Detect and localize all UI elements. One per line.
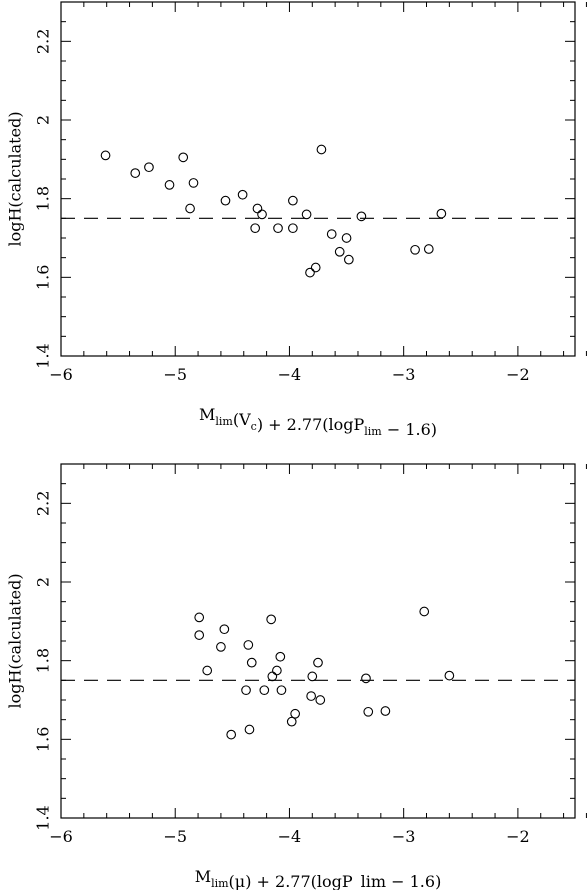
x-axis-label: Mlim(Vc) + 2.77(logPlim − 1.6) [199, 405, 437, 439]
data-point [423, 244, 434, 254]
data-point [444, 670, 455, 681]
data-point [305, 267, 315, 278]
x-axis-label: Mlim(μ) + 2.77(logP_lim − 1.6) [195, 867, 442, 890]
y-tick-label: 2.2 [34, 491, 53, 516]
plot-frame [60, 1, 576, 357]
data-point [272, 665, 282, 676]
data-point [436, 208, 447, 219]
x-tick-label: −2 [506, 827, 530, 846]
data-point [244, 724, 255, 735]
data-point [100, 150, 111, 161]
data-point [164, 180, 175, 190]
data-point [220, 195, 231, 206]
plot-frame [60, 463, 576, 819]
data-point [188, 178, 199, 188]
y-tick-label: 1.8 [34, 648, 53, 673]
x-tick-label: −4 [278, 365, 302, 384]
data-point [219, 624, 230, 635]
data-point [252, 203, 263, 214]
data-point [275, 651, 286, 662]
data-point [326, 229, 337, 239]
bottom-scatter-panel: −6 −5 −4 −3 −2 1.4 1.6 1.8 2 2.2 logH(calculated) M… [6, 463, 587, 890]
y-tick-label: 1.4 [34, 805, 53, 830]
data-point [257, 209, 267, 220]
data-point [226, 729, 237, 740]
x-tick-label: −3 [392, 365, 416, 384]
x-tick-label: −5 [163, 827, 187, 846]
data-point [343, 254, 354, 265]
x-tick-label: −2 [506, 365, 530, 384]
data-point [307, 671, 318, 682]
y-tick-label: 1.6 [34, 265, 53, 290]
data-point [410, 244, 420, 255]
data-point [216, 642, 226, 652]
x-tick-label: −5 [163, 365, 187, 384]
data-point [243, 640, 254, 650]
data-point [185, 203, 195, 214]
data-point [288, 223, 298, 234]
data-point [276, 685, 287, 696]
data-point [306, 691, 316, 701]
data-point [241, 685, 251, 696]
x-tick-label: −3 [392, 827, 416, 846]
y-tick-label: 1.6 [34, 727, 53, 752]
data-point [290, 708, 301, 719]
top-scatter-panel: −6 −5 −4 −3 −2 1.4 1.6 1.8 2 2.2 logH(calculated) M… [6, 1, 587, 439]
y-axis-label: logH(calculated) [6, 573, 25, 708]
data-point [361, 673, 371, 684]
data-point [273, 223, 283, 234]
data-point [237, 189, 248, 200]
data-point [259, 685, 270, 696]
data-point [246, 657, 257, 668]
data-point [266, 614, 277, 625]
data-point [194, 612, 205, 623]
y-tick-label: 1.4 [34, 343, 53, 368]
y-tick-label: 2 [34, 577, 53, 587]
data-point [334, 246, 345, 257]
data-point [194, 630, 205, 640]
y-axis-label: logH(calculated) [6, 111, 25, 246]
data-point [380, 706, 391, 716]
data-point [250, 223, 261, 234]
x-tick-label: −6 [49, 365, 73, 384]
y-tick-label: 1.8 [34, 186, 53, 211]
data-point [310, 262, 321, 273]
data-point [419, 606, 430, 617]
data-point [202, 665, 213, 676]
data-point [341, 233, 352, 243]
data-point [315, 695, 326, 705]
data-point [286, 716, 297, 727]
data-point [130, 168, 141, 178]
data-point [363, 706, 374, 717]
data-point [144, 162, 154, 173]
data-point [178, 152, 189, 163]
y-tick-label: 2 [34, 115, 53, 125]
y-tick-label: 2.2 [34, 29, 53, 54]
x-tick-label: −6 [49, 827, 73, 846]
data-point [356, 211, 367, 222]
data-point [288, 195, 298, 206]
data-point [316, 144, 327, 155]
data-point [313, 657, 323, 668]
x-tick-label: −4 [278, 827, 302, 846]
data-point [301, 209, 312, 220]
data-point [267, 671, 278, 682]
